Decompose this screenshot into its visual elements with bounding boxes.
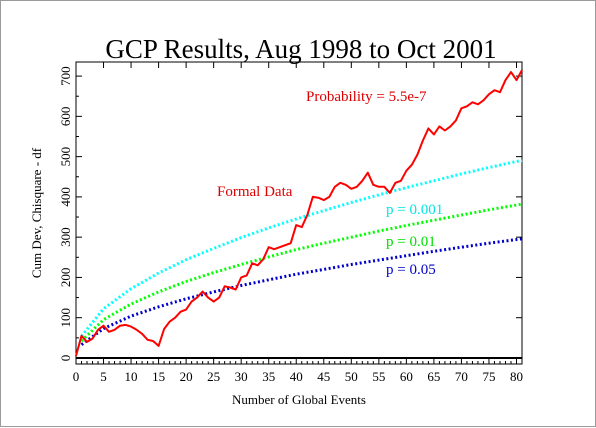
y-tick-label: 100 (58, 308, 73, 328)
x-tick-label: 65 (427, 369, 440, 384)
plot-area: 0 5 10 15 20 25 30 35 40 45 50 55 60 65 70 75 80 0 100 200… (58, 61, 523, 384)
y-tick-label: 400 (58, 187, 73, 207)
y-tick-label: 700 (58, 66, 73, 86)
x-tick-label: 25 (207, 369, 220, 384)
p05-annotation: p = 0.05 (386, 262, 436, 278)
x-tick-label: 30 (235, 369, 248, 384)
y-tick-label: 500 (58, 147, 73, 167)
p05-curve (80, 237, 523, 346)
p001-annotation: p = 0.001 (386, 202, 443, 218)
x-tick-label: 15 (152, 369, 165, 384)
x-tick-label: 10 (125, 369, 138, 384)
p001-curve (80, 158, 523, 338)
formal-data-line (75, 69, 523, 357)
y-axis-label: Cum Dev, Chisquare - df (29, 147, 44, 278)
x-tick-label: 0 (73, 369, 80, 384)
x-tick-label: 45 (317, 369, 330, 384)
x-tick-label: 35 (262, 369, 275, 384)
formal-data-annotation: Formal Data (217, 184, 293, 200)
x-tick-label: 40 (290, 369, 303, 384)
probability-annotation: Probability = 5.5e-7 (306, 89, 427, 105)
y-tick-label: 300 (58, 227, 73, 247)
x-tick-label: 75 (482, 369, 495, 384)
x-axis-label: Number of Global Events (232, 392, 366, 407)
x-tick-label: 55 (372, 369, 385, 384)
x-tick-label: 5 (100, 369, 107, 384)
y-axis: 0 100 200 300 400 500 600 700 (58, 66, 522, 361)
x-tick-label: 50 (345, 369, 358, 384)
x-tick-label: 60 (400, 369, 413, 384)
x-axis: 0 5 10 15 20 25 30 35 40 45 50 55 60 65 70 75 80 (73, 62, 523, 384)
y-tick-label: 200 (58, 268, 73, 288)
p01-curve (80, 202, 523, 343)
series-layer (75, 69, 523, 357)
x-tick-label: 70 (455, 369, 468, 384)
plot-border (75, 61, 523, 365)
y-tick-label: 600 (58, 107, 73, 127)
x-tick-label: 20 (180, 369, 193, 384)
chart-title: GCP Results, Aug 1998 to Oct 2001 (105, 34, 496, 64)
y-tick-label: 0 (58, 355, 73, 362)
x-tick-label: 80 (510, 369, 523, 384)
p01-annotation: p = 0.01 (386, 234, 436, 250)
